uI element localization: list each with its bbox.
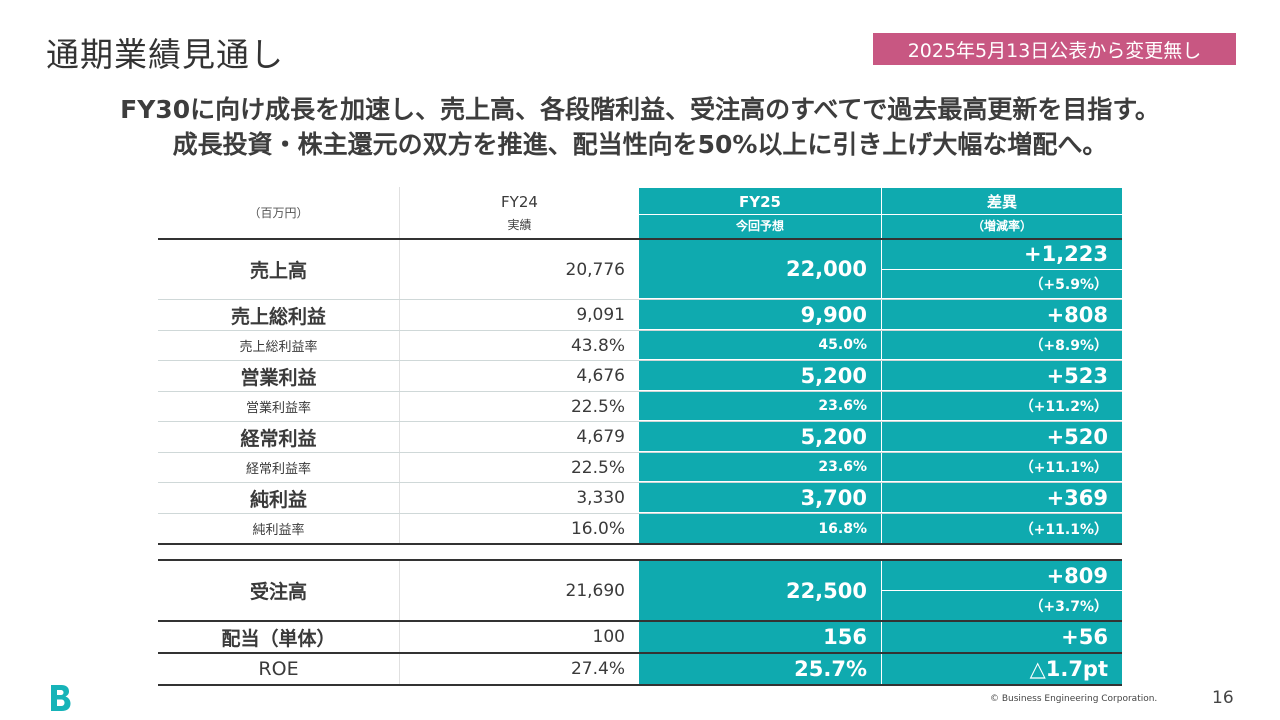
fy24-value: 4,676 <box>399 361 639 391</box>
col-header-fy25-title: FY25 <box>639 190 881 215</box>
fy24-value: 27.4% <box>399 654 639 684</box>
col-header-fy25: FY25 今回予想 <box>639 187 881 238</box>
page-title: 通期業績見通し <box>46 35 284 74</box>
diff-value: +809 <box>882 561 1122 592</box>
diff-rate: （+5.9%） <box>1029 276 1108 293</box>
fy25-value: 23.6% <box>639 453 881 482</box>
headline-line-2: 成長投資・株主還元の双方を推進、配当性向を50%以上に引き上げ大幅な増配へ。 <box>172 130 1108 159</box>
table-row-ordinary-margin: 経常利益率 22.5% 23.6% （+11.1%） <box>158 453 1122 483</box>
fy24-value: 3,330 <box>399 483 639 513</box>
row-label: 純利益率 <box>252 523 305 538</box>
row-label: 純利益 <box>249 488 307 511</box>
table-row-net-margin: 純利益率 16.0% 16.8% （+11.1%） <box>158 514 1122 545</box>
fy24-value: 43.8% <box>399 331 639 360</box>
fy24-value: 4,679 <box>399 422 639 452</box>
fy24-value: 22.5% <box>399 453 639 482</box>
fy24-value: 22.5% <box>399 392 639 421</box>
row-label: 売上総利益率 <box>239 340 318 355</box>
copyright-text: © Business Engineering Corporation. <box>990 694 1158 704</box>
table-row-sales: 売上高 20,776 22,000 +1,223 （+5.9%） <box>158 240 1122 300</box>
row-label: 経常利益 <box>240 427 317 450</box>
row-label: 営業利益率 <box>245 401 311 416</box>
col-header-diff-title: 差異 <box>882 190 1122 215</box>
col-header-diff-sub: （増減率） <box>971 218 1032 233</box>
table-row-roe: ROE 27.4% 25.7% △1.7pt <box>158 654 1122 686</box>
diff-value: +523 <box>881 361 1122 391</box>
fy25-value: 5,200 <box>639 422 881 452</box>
col-header-fy24-title: FY24 <box>501 192 538 211</box>
table-row-net-profit: 純利益 3,330 3,700 +369 <box>158 483 1122 514</box>
table-row-orders: 受注高 21,690 22,500 +809 （+3.7%） <box>158 559 1122 622</box>
table-row-ordinary-profit: 経常利益 4,679 5,200 +520 <box>158 422 1122 453</box>
row-label: 売上高 <box>249 260 307 282</box>
fy25-value: 3,700 <box>639 483 881 513</box>
fy25-value: 5,200 <box>639 361 881 391</box>
row-label: 経常利益率 <box>245 462 311 477</box>
b-logo-icon <box>51 685 71 711</box>
table-header-row: （百万円） FY24 実績 FY25 今回予想 差異 （増減率） <box>158 187 1122 240</box>
fy24-value: 20,776 <box>399 240 639 299</box>
headline-line-1: FY30に向け成長を加速し、売上高、各段階利益、受注高のすべてで過去最高更新を目… <box>120 95 1160 124</box>
col-header-fy24-sub: 実績 <box>507 217 532 232</box>
row-label: 配当（単体） <box>221 627 336 650</box>
col-header-diff: 差異 （増減率） <box>881 187 1122 238</box>
fy24-value: 21,690 <box>399 561 639 620</box>
table-row-gross-profit: 売上総利益 9,091 9,900 +808 <box>158 300 1122 331</box>
row-label: ROE <box>258 658 299 680</box>
row-label: 売上総利益 <box>230 305 326 328</box>
col-header-fy25-sub: 今回予想 <box>735 218 784 233</box>
fy25-value: 16.8% <box>639 514 881 543</box>
table-row-dividend: 配当（単体） 100 156 +56 <box>158 622 1122 654</box>
diff-cell: +1,223 （+5.9%） <box>881 240 1122 299</box>
table-row-operating-margin: 営業利益率 22.5% 23.6% （+11.2%） <box>158 392 1122 422</box>
fy25-value: 23.6% <box>639 392 881 421</box>
diff-value: （+8.9%） <box>881 331 1122 360</box>
fy25-value: 45.0% <box>639 331 881 360</box>
diff-cell: +809 （+3.7%） <box>881 561 1122 620</box>
table-row-gross-margin: 売上総利益率 43.8% 45.0% （+8.9%） <box>158 331 1122 361</box>
diff-value: +1,223 <box>882 240 1122 270</box>
diff-value: △1.7pt <box>881 654 1122 684</box>
diff-value: （+11.2%） <box>881 392 1122 421</box>
status-badge: 2025年5月13日公表から変更無し <box>873 33 1236 65</box>
diff-value: +808 <box>881 300 1122 330</box>
col-header-fy24: FY24 実績 <box>399 187 639 238</box>
fy25-value: 9,900 <box>639 300 881 330</box>
fy25-value: 156 <box>639 622 881 652</box>
diff-value: +56 <box>881 622 1122 652</box>
row-label: 受注高 <box>249 581 307 603</box>
diff-value: （+11.1%） <box>881 453 1122 482</box>
fy24-value: 100 <box>399 622 639 652</box>
fy25-value: 22,000 <box>639 240 881 299</box>
table-row-operating-profit: 営業利益 4,676 5,200 +523 <box>158 361 1122 392</box>
forecast-table: （百万円） FY24 実績 FY25 今回予想 差異 （増減率） 売上高 20,… <box>158 187 1122 686</box>
diff-rate: （+3.7%） <box>1029 598 1108 615</box>
fy25-value: 25.7% <box>639 654 881 684</box>
table-gap <box>158 545 1122 559</box>
fy24-value: 9,091 <box>399 300 639 330</box>
page-number: 16 <box>1212 688 1234 708</box>
unit-label: （百万円） <box>248 206 309 220</box>
fy24-value: 16.0% <box>399 514 639 543</box>
diff-value: +520 <box>881 422 1122 452</box>
row-label: 営業利益 <box>240 366 317 389</box>
fy25-value: 22,500 <box>639 561 881 620</box>
diff-value: （+11.1%） <box>881 514 1122 543</box>
diff-value: +369 <box>881 483 1122 513</box>
